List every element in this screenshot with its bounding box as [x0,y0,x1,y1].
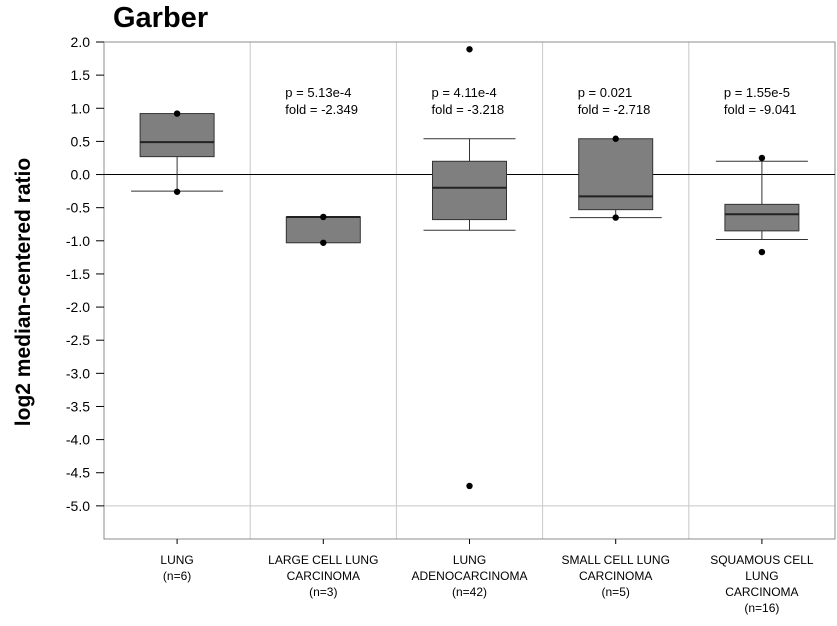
outlier-point [173,110,181,117]
y-tick-label: -1.0 [66,233,90,249]
x-category-label: CARCINOMA [287,569,360,583]
y-tick-label: 0.0 [71,167,91,183]
x-category-label: CARCINOMA [725,585,798,599]
stat-annotation: fold = -9.041 [724,102,797,117]
outlier-point [758,154,766,162]
x-category-label: SMALL CELL LUNG [561,553,670,567]
y-tick-label: 1.5 [71,67,91,83]
outlier-point [173,188,181,195]
stat-annotation: p = 0.021 [578,85,633,100]
y-tick-label: -0.5 [66,200,90,216]
x-category-label: LUNG [745,569,778,583]
y-tick-label: -4.5 [66,465,90,481]
y-tick-label: 0.5 [71,133,91,149]
y-tick-label: 2.0 [71,34,91,50]
y-tick-label: -1.5 [66,266,90,282]
box-iqr [724,203,800,232]
stat-annotation: p = 1.55e-5 [724,85,790,100]
outlier-point [612,135,619,142]
y-tick-label: 1.0 [71,100,91,116]
x-category-label: (n=42) [452,585,487,599]
stat-annotation: fold = -2.349 [285,102,358,117]
outlier-point [320,213,327,221]
chart-title: Garber [113,2,209,34]
x-category-label: ADENOCARCINOMA [411,569,527,583]
box-iqr [578,138,654,211]
outlier-point [758,248,766,256]
y-tick-label: -3.5 [66,398,90,414]
y-tick-label: -2.0 [66,299,90,315]
box-iqr [139,113,215,158]
x-category-label: (n=16) [744,601,779,615]
outlier-point [612,214,619,221]
outlier-point [466,482,473,490]
x-category-label: (n=6) [163,569,191,583]
box-iqr [432,160,507,221]
x-category-label: LUNG [453,553,486,567]
x-category-label: (n=5) [602,585,630,599]
stat-annotation: fold = -2.718 [578,102,651,117]
outlier-point [320,239,327,246]
x-category-label: SQUAMOUS CELL [710,553,814,567]
y-tick-label: -4.0 [66,432,90,448]
x-category-label: (n=3) [309,585,337,599]
stat-annotation: p = 5.13e-4 [285,85,351,100]
y-tick-label: -2.5 [66,332,90,348]
stat-annotation: p = 4.11e-4 [432,85,497,100]
y-tick-label: -5.0 [66,498,90,514]
y-tick-label: -3.0 [66,365,90,381]
x-category-label: CARCINOMA [579,569,652,583]
x-category-label: LUNG [160,553,193,567]
box-iqr [285,216,361,244]
x-category-label: LARGE CELL LUNG [268,553,378,567]
outlier-point [466,46,473,53]
stat-annotation: fold = -3.218 [432,102,505,117]
